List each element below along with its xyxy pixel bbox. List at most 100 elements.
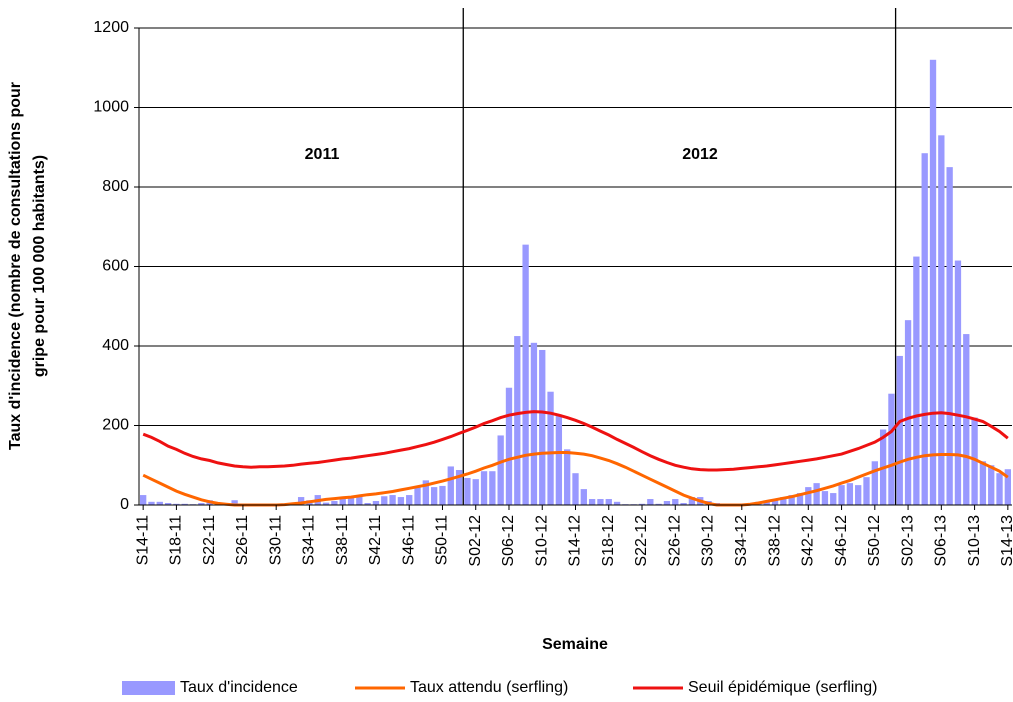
x-tick-label: S34-12	[733, 515, 750, 567]
bar	[796, 493, 804, 505]
bar	[813, 483, 820, 505]
y-axis-title: Taux d'incidence (nombre de consultation…	[7, 82, 24, 450]
x-tick-label: S02-13	[899, 515, 916, 567]
bar	[181, 503, 188, 505]
bar	[771, 499, 779, 505]
bar	[530, 342, 538, 505]
bar	[904, 320, 912, 505]
x-tick-label: S14-12	[567, 515, 584, 567]
bar	[406, 495, 413, 505]
bar	[389, 495, 396, 505]
y-tick-label: 0	[120, 496, 129, 513]
bar	[855, 485, 862, 505]
line	[142, 451, 1009, 507]
bar	[672, 499, 679, 505]
bar	[148, 501, 155, 505]
x-tick-label: S26-12	[666, 515, 683, 567]
bar	[971, 417, 978, 505]
bar	[381, 496, 388, 505]
x-axis-title: Semaine	[542, 636, 608, 653]
bar	[497, 435, 504, 505]
y-tick-label: 600	[102, 258, 129, 275]
bar	[430, 487, 438, 505]
y-tick-label: 800	[102, 178, 129, 195]
bar	[480, 471, 488, 505]
x-tick-label: S22-11	[201, 515, 218, 566]
bar	[763, 501, 770, 505]
bar	[231, 500, 238, 505]
x-tick-label: S30-12	[700, 515, 717, 567]
legend-label: Taux attendu (serfling)	[410, 679, 568, 696]
bar	[830, 493, 837, 505]
bar	[1004, 469, 1012, 505]
bar	[339, 499, 346, 505]
x-tick-label: S10-12	[533, 515, 550, 567]
bar	[347, 497, 355, 505]
x-tick-label: S46-12	[833, 515, 850, 567]
bar	[996, 473, 1003, 505]
x-tick-label: S22-12	[633, 515, 650, 567]
legend-swatch	[122, 681, 175, 695]
bar	[871, 461, 878, 505]
y-tick-label: 1000	[93, 99, 129, 116]
x-tick-label: S26-11	[234, 515, 251, 566]
x-tick-label: S42-12	[800, 515, 817, 567]
bar	[780, 497, 787, 505]
bar	[913, 256, 920, 505]
x-tick-label: S50-11	[434, 515, 451, 566]
bar	[846, 483, 854, 505]
bar	[979, 461, 987, 505]
x-tick-label: S34-11	[301, 515, 318, 566]
bar	[863, 477, 870, 505]
bar	[663, 501, 671, 505]
legend-label: Seuil épidémique (serfling)	[688, 679, 877, 696]
bar	[638, 503, 646, 505]
bar	[156, 501, 163, 505]
x-tick-label: S06-12	[500, 515, 517, 567]
bar	[164, 503, 172, 505]
bar	[963, 334, 970, 505]
bar	[422, 480, 430, 505]
bar	[356, 495, 363, 505]
bar	[946, 167, 953, 505]
bar	[572, 473, 579, 505]
bar	[921, 153, 928, 505]
bar	[322, 502, 330, 505]
bar	[522, 244, 529, 505]
bar	[555, 414, 563, 505]
bar	[372, 501, 380, 505]
bar	[514, 336, 521, 505]
bar	[397, 497, 405, 505]
x-tick-label: S10-13	[966, 515, 983, 567]
bar	[988, 465, 995, 505]
annotation: 2011	[305, 146, 340, 163]
bar	[139, 495, 147, 505]
bar	[464, 477, 471, 505]
bar	[938, 135, 945, 505]
x-tick-label: S14-13	[999, 515, 1013, 567]
bar	[605, 499, 612, 505]
bar	[447, 466, 454, 505]
x-tick-label: S02-12	[467, 515, 484, 567]
y-tick-label: 1200	[93, 19, 129, 36]
bar	[929, 59, 937, 506]
bar	[838, 485, 845, 505]
y-axis-title: gripe pour 100 000 habitants)	[31, 155, 48, 377]
x-tick-label: S30-11	[267, 515, 284, 566]
bar	[896, 355, 903, 505]
bar	[888, 393, 895, 505]
annotation: 2012	[682, 146, 718, 163]
bar	[680, 503, 687, 505]
bar	[472, 479, 479, 505]
bar	[597, 499, 604, 505]
line	[142, 410, 1009, 472]
bar	[655, 503, 662, 505]
x-tick-label: S50-12	[866, 515, 883, 567]
x-tick-label: S42-11	[367, 515, 384, 566]
bar	[613, 501, 621, 505]
x-tick-label: S14-11	[134, 515, 151, 566]
y-tick-label: 400	[102, 337, 129, 354]
bar	[647, 499, 654, 505]
bar	[505, 387, 513, 505]
